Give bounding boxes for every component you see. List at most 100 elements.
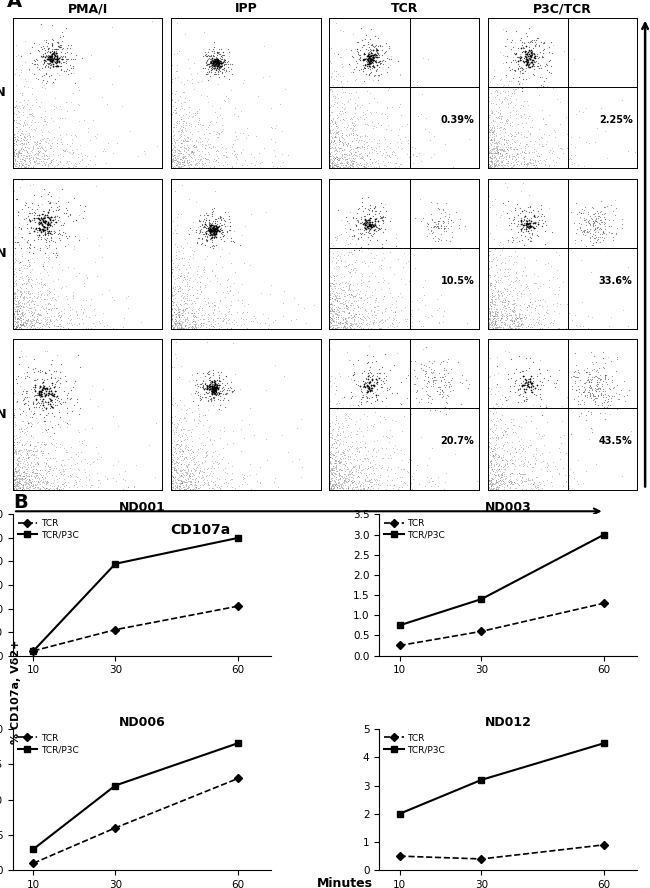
Point <box>333 299 343 313</box>
Point <box>179 482 189 496</box>
Point <box>208 224 218 238</box>
Point <box>491 253 502 267</box>
Point <box>325 146 335 160</box>
Point <box>9 310 20 324</box>
Point <box>44 481 54 496</box>
Point <box>488 407 499 421</box>
Point <box>483 477 493 491</box>
Point <box>632 454 642 468</box>
Point <box>439 369 450 383</box>
Point <box>44 69 54 83</box>
Point <box>536 61 547 75</box>
Point <box>520 443 530 457</box>
Point <box>491 158 501 172</box>
Point <box>606 310 616 324</box>
Point <box>203 392 213 407</box>
Point <box>354 50 365 64</box>
Point <box>26 443 36 457</box>
Point <box>338 313 348 328</box>
Point <box>16 480 27 495</box>
Point <box>28 394 38 408</box>
Point <box>339 304 350 318</box>
Point <box>496 120 506 134</box>
Point <box>506 204 516 218</box>
Point <box>517 478 528 492</box>
Point <box>591 382 601 396</box>
Point <box>218 311 228 325</box>
Point <box>356 210 366 224</box>
Point <box>177 155 187 169</box>
Point <box>9 126 20 140</box>
Point <box>525 109 535 123</box>
Point <box>546 474 556 488</box>
Point <box>486 297 497 311</box>
Point <box>365 157 375 171</box>
Point <box>346 245 357 259</box>
Point <box>36 40 46 54</box>
Point <box>516 204 526 218</box>
Point <box>500 38 510 52</box>
Point <box>49 481 59 496</box>
Point <box>190 475 200 489</box>
Point <box>180 296 190 310</box>
Point <box>545 52 555 67</box>
Point <box>207 221 218 235</box>
Point <box>410 211 421 226</box>
Point <box>13 130 23 144</box>
Point <box>384 434 394 448</box>
Point <box>331 142 341 156</box>
Point <box>531 158 541 172</box>
Point <box>344 274 354 288</box>
Point <box>495 131 506 145</box>
Point <box>14 480 24 494</box>
Point <box>40 319 50 333</box>
Point <box>522 214 532 228</box>
Point <box>563 462 573 476</box>
Point <box>420 274 430 288</box>
Point <box>364 212 374 226</box>
Point <box>360 217 370 231</box>
Point <box>45 394 55 408</box>
Point <box>514 54 524 68</box>
Point <box>532 369 542 384</box>
Point <box>330 467 341 481</box>
Point <box>497 295 507 309</box>
Point <box>547 469 557 483</box>
Point <box>374 472 385 487</box>
Point <box>595 210 606 224</box>
Point <box>500 313 510 328</box>
Line: TCR: TCR <box>396 600 607 648</box>
Point <box>328 156 339 170</box>
Point <box>185 471 195 485</box>
Point <box>495 473 505 488</box>
Point <box>38 151 49 165</box>
Point <box>336 308 346 322</box>
Point <box>55 29 65 44</box>
Point <box>533 314 543 329</box>
Point <box>55 376 65 390</box>
Point <box>539 42 549 56</box>
Point <box>425 362 436 377</box>
Point <box>207 207 217 221</box>
Point <box>9 445 20 459</box>
Point <box>355 452 365 466</box>
Point <box>84 392 95 406</box>
Point <box>502 194 513 208</box>
Point <box>489 309 500 323</box>
Point <box>516 110 526 124</box>
Point <box>177 321 187 336</box>
Point <box>170 117 181 131</box>
Point <box>58 468 68 482</box>
Point <box>350 480 360 495</box>
Point <box>8 151 19 165</box>
Point <box>335 310 346 324</box>
Point <box>338 297 348 312</box>
Point <box>44 202 54 216</box>
Point <box>12 465 22 480</box>
Point <box>594 368 604 382</box>
Point <box>422 52 433 66</box>
Point <box>525 374 535 388</box>
Point <box>44 460 54 474</box>
Point <box>17 268 27 282</box>
Point <box>218 148 228 163</box>
